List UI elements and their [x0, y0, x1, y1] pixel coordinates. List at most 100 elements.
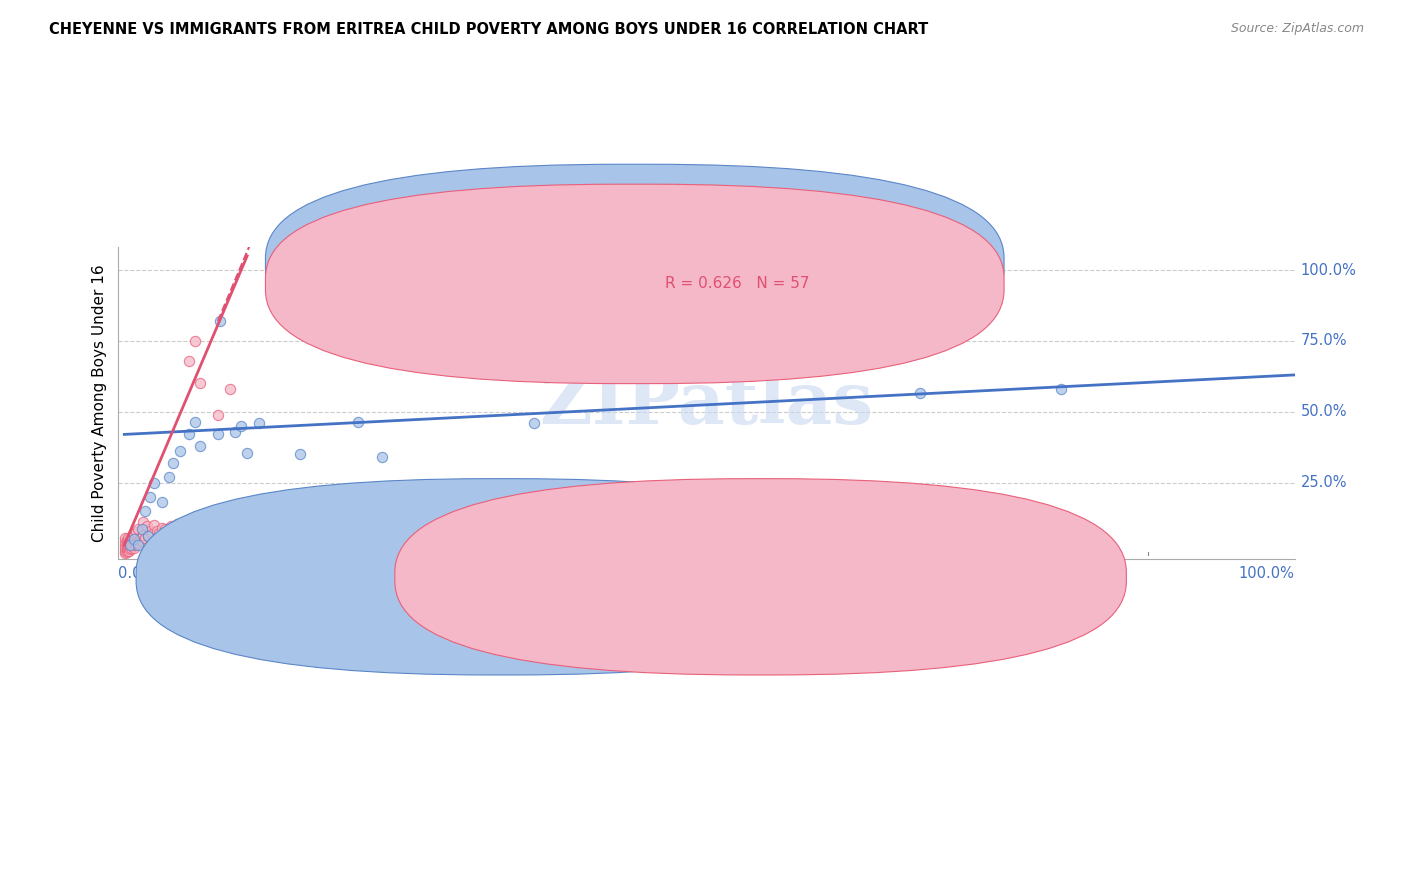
Point: [141, 527, 163, 541]
Point: [127, 535, 149, 549]
Point: [1049, 382, 1071, 396]
Point: [523, 416, 546, 430]
Point: [224, 425, 246, 439]
Point: [347, 415, 370, 429]
Point: [117, 540, 139, 554]
Point: [146, 524, 169, 539]
Point: [157, 527, 180, 541]
Point: [218, 382, 240, 396]
Point: [120, 538, 142, 552]
Point: [118, 539, 141, 553]
Point: [207, 427, 229, 442]
Text: 0.0%: 0.0%: [118, 566, 156, 581]
Point: [139, 490, 162, 504]
Point: [150, 521, 173, 535]
Point: [157, 470, 180, 484]
Point: [139, 524, 162, 538]
Text: Cheyenne: Cheyenne: [527, 569, 603, 584]
Point: [121, 539, 143, 553]
Point: [120, 541, 142, 556]
Point: [132, 528, 155, 542]
Point: [148, 538, 170, 552]
Text: 25.0%: 25.0%: [1301, 475, 1347, 490]
Point: [177, 427, 200, 442]
Point: [114, 546, 136, 560]
Point: [132, 515, 155, 529]
Text: R = 0.626   N = 57: R = 0.626 N = 57: [665, 277, 810, 292]
Text: 75.0%: 75.0%: [1301, 334, 1347, 349]
Point: [114, 535, 136, 549]
Point: [155, 522, 177, 536]
Point: [127, 522, 149, 536]
Text: 100.0%: 100.0%: [1301, 262, 1357, 277]
Point: [129, 530, 152, 544]
Point: [169, 524, 191, 539]
Point: [908, 386, 931, 401]
Point: [558, 353, 581, 368]
Point: [162, 456, 184, 470]
Point: [114, 541, 136, 555]
Point: [120, 533, 142, 548]
Point: [134, 531, 156, 545]
Point: [136, 529, 159, 543]
FancyBboxPatch shape: [598, 252, 904, 303]
Point: [125, 525, 148, 540]
Text: CHEYENNE VS IMMIGRANTS FROM ERITREA CHILD POVERTY AMONG BOYS UNDER 16 CORRELATIO: CHEYENNE VS IMMIGRANTS FROM ERITREA CHIL…: [49, 22, 928, 37]
Point: [114, 543, 136, 558]
Point: [183, 415, 205, 429]
Point: [121, 530, 143, 544]
Point: [127, 538, 149, 552]
Point: [122, 534, 145, 549]
Point: [125, 536, 148, 550]
Point: [124, 538, 146, 552]
Point: [177, 353, 200, 368]
Point: [120, 542, 142, 557]
Point: [174, 520, 197, 534]
Point: [135, 519, 157, 533]
Point: [115, 537, 138, 551]
Point: [127, 535, 149, 549]
Text: Source: ZipAtlas.com: Source: ZipAtlas.com: [1230, 22, 1364, 36]
Text: Immigrants from Eritrea: Immigrants from Eritrea: [786, 569, 969, 584]
Point: [117, 531, 139, 545]
Text: ZIPatlas: ZIPatlas: [540, 368, 873, 439]
FancyBboxPatch shape: [266, 164, 1004, 364]
Point: [122, 527, 145, 541]
Point: [115, 533, 138, 547]
Point: [209, 314, 232, 328]
Point: [190, 439, 212, 453]
Text: R = 0.202   N = 29: R = 0.202 N = 29: [665, 257, 810, 271]
Point: [118, 543, 141, 558]
FancyBboxPatch shape: [266, 184, 1004, 384]
Point: [114, 531, 136, 545]
Point: [128, 533, 150, 547]
FancyBboxPatch shape: [395, 479, 1126, 675]
Point: [115, 541, 138, 556]
Point: [231, 418, 253, 433]
Point: [120, 535, 142, 549]
Y-axis label: Child Poverty Among Boys Under 16: Child Poverty Among Boys Under 16: [93, 264, 107, 542]
Point: [142, 518, 165, 533]
Point: [122, 533, 145, 547]
Point: [169, 444, 191, 458]
Point: [190, 376, 212, 391]
Point: [115, 545, 138, 559]
Point: [131, 534, 153, 549]
Point: [183, 334, 205, 348]
Point: [160, 519, 183, 533]
Point: [114, 538, 136, 552]
Point: [236, 446, 259, 460]
Point: [131, 522, 153, 536]
FancyBboxPatch shape: [136, 479, 868, 675]
Point: [142, 475, 165, 490]
Point: [118, 533, 141, 548]
Point: [207, 408, 229, 422]
Point: [166, 516, 188, 531]
Point: [150, 495, 173, 509]
Point: [288, 447, 311, 461]
Point: [247, 416, 270, 430]
Text: 100.0%: 100.0%: [1239, 566, 1295, 581]
Point: [134, 504, 156, 518]
Point: [148, 526, 170, 541]
Point: [136, 529, 159, 543]
